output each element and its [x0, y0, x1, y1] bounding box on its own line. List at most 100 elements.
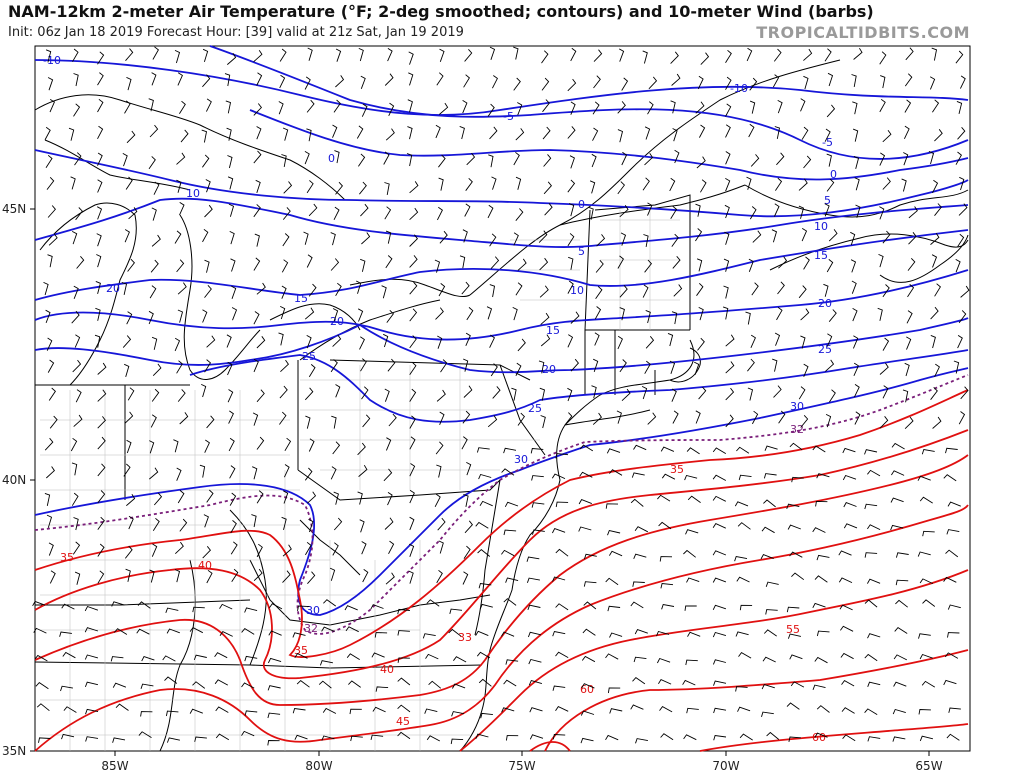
wind-barb	[528, 680, 543, 686]
wind-barb	[437, 335, 443, 349]
wind-barb	[725, 414, 734, 428]
wind-barb	[695, 101, 705, 114]
wind-barb	[824, 48, 832, 62]
wind-barb	[515, 282, 523, 296]
wind-barb	[388, 102, 395, 117]
wind-barb	[72, 541, 81, 555]
wind-barb	[174, 569, 181, 583]
wind-barb	[229, 465, 236, 479]
wind-barb	[843, 523, 858, 529]
wind-barb	[306, 254, 313, 268]
wind-barb	[409, 207, 419, 221]
wind-barb	[737, 706, 751, 712]
wind-barb	[490, 363, 498, 377]
wind-barb	[85, 736, 99, 742]
wind-barb	[752, 230, 762, 243]
wind-barb	[517, 102, 523, 116]
wind-barb	[356, 125, 364, 139]
wind-barb	[893, 681, 907, 687]
wind-barb	[683, 549, 696, 558]
wind-barb	[539, 257, 549, 271]
wind-barb	[84, 627, 99, 633]
wind-barb	[449, 608, 463, 615]
wind-barb	[687, 495, 701, 503]
wind-barb	[816, 630, 830, 637]
wind-barb	[697, 75, 704, 90]
wind-barb	[801, 126, 809, 140]
wind-barb	[278, 332, 284, 346]
wind-barb	[748, 258, 754, 272]
wind-barb	[294, 653, 308, 659]
wind-barb	[959, 176, 965, 191]
wind-barb	[282, 544, 292, 557]
wind-barb	[773, 48, 782, 62]
wind-barb	[385, 128, 395, 141]
wind-barb	[489, 233, 497, 247]
wind-barb	[749, 100, 756, 114]
wind-barb	[531, 475, 544, 481]
wind-barb	[148, 156, 156, 170]
contour-label: 55	[786, 623, 800, 636]
wind-barb	[864, 449, 878, 455]
wind-barb	[617, 129, 624, 143]
wind-barb	[462, 100, 468, 114]
wind-barb	[879, 98, 886, 113]
wind-barb	[904, 73, 913, 87]
wind-barb	[580, 710, 595, 716]
wind-barb	[800, 308, 810, 321]
contour-label: -5	[503, 110, 514, 123]
wind-barb	[930, 232, 940, 245]
wind-barb	[930, 386, 938, 400]
wind-barb	[513, 46, 519, 60]
wind-barb	[350, 735, 363, 742]
wind-barb	[406, 153, 413, 167]
wind-barb	[934, 363, 940, 377]
wind-barb	[672, 256, 681, 269]
wind-barb	[661, 473, 676, 480]
wind-barb	[816, 554, 830, 561]
wind-barb	[538, 360, 545, 374]
wind-barb	[904, 99, 912, 113]
wind-barb	[424, 708, 438, 714]
wind-barb	[96, 206, 103, 220]
wind-barb	[44, 126, 51, 141]
wind-barb	[644, 126, 651, 140]
wind-barb	[333, 99, 341, 113]
contour-label: 40	[198, 559, 212, 572]
wind-barb	[919, 735, 934, 742]
wind-barb	[931, 254, 938, 268]
wind-barb	[934, 129, 943, 142]
wind-barb	[761, 684, 775, 690]
wind-barb	[226, 127, 232, 141]
wind-barb	[892, 708, 906, 715]
wind-barb	[567, 280, 574, 294]
wind-barb	[279, 74, 286, 89]
wind-barb	[448, 628, 462, 637]
wind-barb	[229, 230, 235, 245]
wind-barb	[734, 501, 749, 507]
wind-barb	[798, 386, 806, 400]
brand-watermark: TROPICALTIDBITS.COM	[756, 23, 970, 42]
wind-barb	[438, 177, 444, 191]
wind-barb	[47, 359, 55, 373]
wind-barb	[917, 551, 931, 557]
wind-barb	[503, 598, 517, 606]
wind-barb	[204, 284, 212, 298]
wind-barb	[503, 679, 517, 687]
wind-barb	[960, 285, 970, 298]
wind-barb	[153, 181, 160, 195]
wind-barb	[589, 180, 596, 194]
wind-barb	[607, 529, 621, 536]
contour-label: -10	[43, 54, 61, 67]
wind-barb	[877, 307, 883, 321]
wind-barb	[244, 607, 258, 613]
wind-barb	[205, 179, 211, 193]
wind-barb	[122, 153, 128, 167]
wind-barb	[723, 285, 729, 299]
wind-barb	[947, 604, 961, 610]
wind-barb	[529, 734, 544, 740]
wind-barb	[49, 570, 56, 584]
wind-barb	[656, 630, 670, 637]
wind-barb	[739, 733, 753, 741]
wind-barb	[658, 679, 672, 685]
